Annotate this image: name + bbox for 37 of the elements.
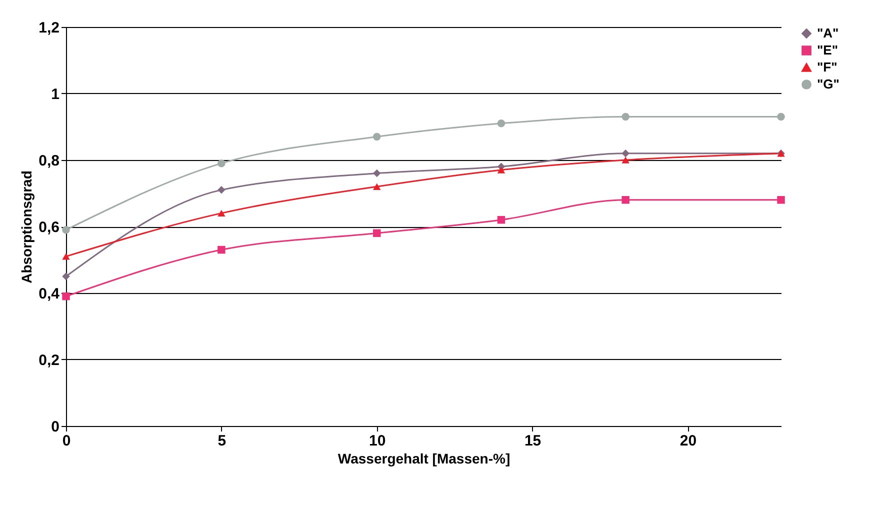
y-axis-title: Absorptionsgrad xyxy=(18,170,35,284)
x-tick-label: 5 xyxy=(218,432,226,450)
legend-label: "A" xyxy=(817,26,839,40)
point xyxy=(218,159,226,168)
point xyxy=(372,183,381,190)
x-tick-label: 10 xyxy=(369,432,386,450)
point xyxy=(622,196,630,204)
point xyxy=(62,253,70,260)
y-tick-label: 0,6 xyxy=(38,219,60,236)
point xyxy=(372,229,381,238)
point xyxy=(218,246,226,254)
point xyxy=(372,132,381,141)
point xyxy=(777,112,785,121)
x-axis-title: Wassergehalt [Massen-%] xyxy=(338,450,510,466)
point xyxy=(497,120,506,128)
y-tick-label: 0,2 xyxy=(38,352,60,369)
legend-label: "F" xyxy=(817,60,838,74)
x-tick-label: 0 xyxy=(62,432,71,450)
y-tick-label: 0,4 xyxy=(38,286,60,302)
y-tick-label: 0,8 xyxy=(38,152,60,170)
point xyxy=(62,272,70,280)
point xyxy=(622,149,630,158)
point xyxy=(777,196,785,204)
point xyxy=(218,210,226,217)
y-tick-label: 0 xyxy=(51,418,60,436)
point xyxy=(622,156,630,164)
point xyxy=(622,112,630,121)
point xyxy=(218,186,226,194)
legend-label: "E" xyxy=(817,42,838,58)
y-tick-label: 1,2 xyxy=(38,20,60,36)
legend-label: "G" xyxy=(817,76,840,92)
point xyxy=(497,166,506,174)
x-tick-label: 15 xyxy=(524,432,542,450)
x-tick-label: 20 xyxy=(680,432,697,450)
y-tick-label: 1 xyxy=(51,86,60,103)
point xyxy=(497,216,506,224)
point xyxy=(372,169,381,178)
